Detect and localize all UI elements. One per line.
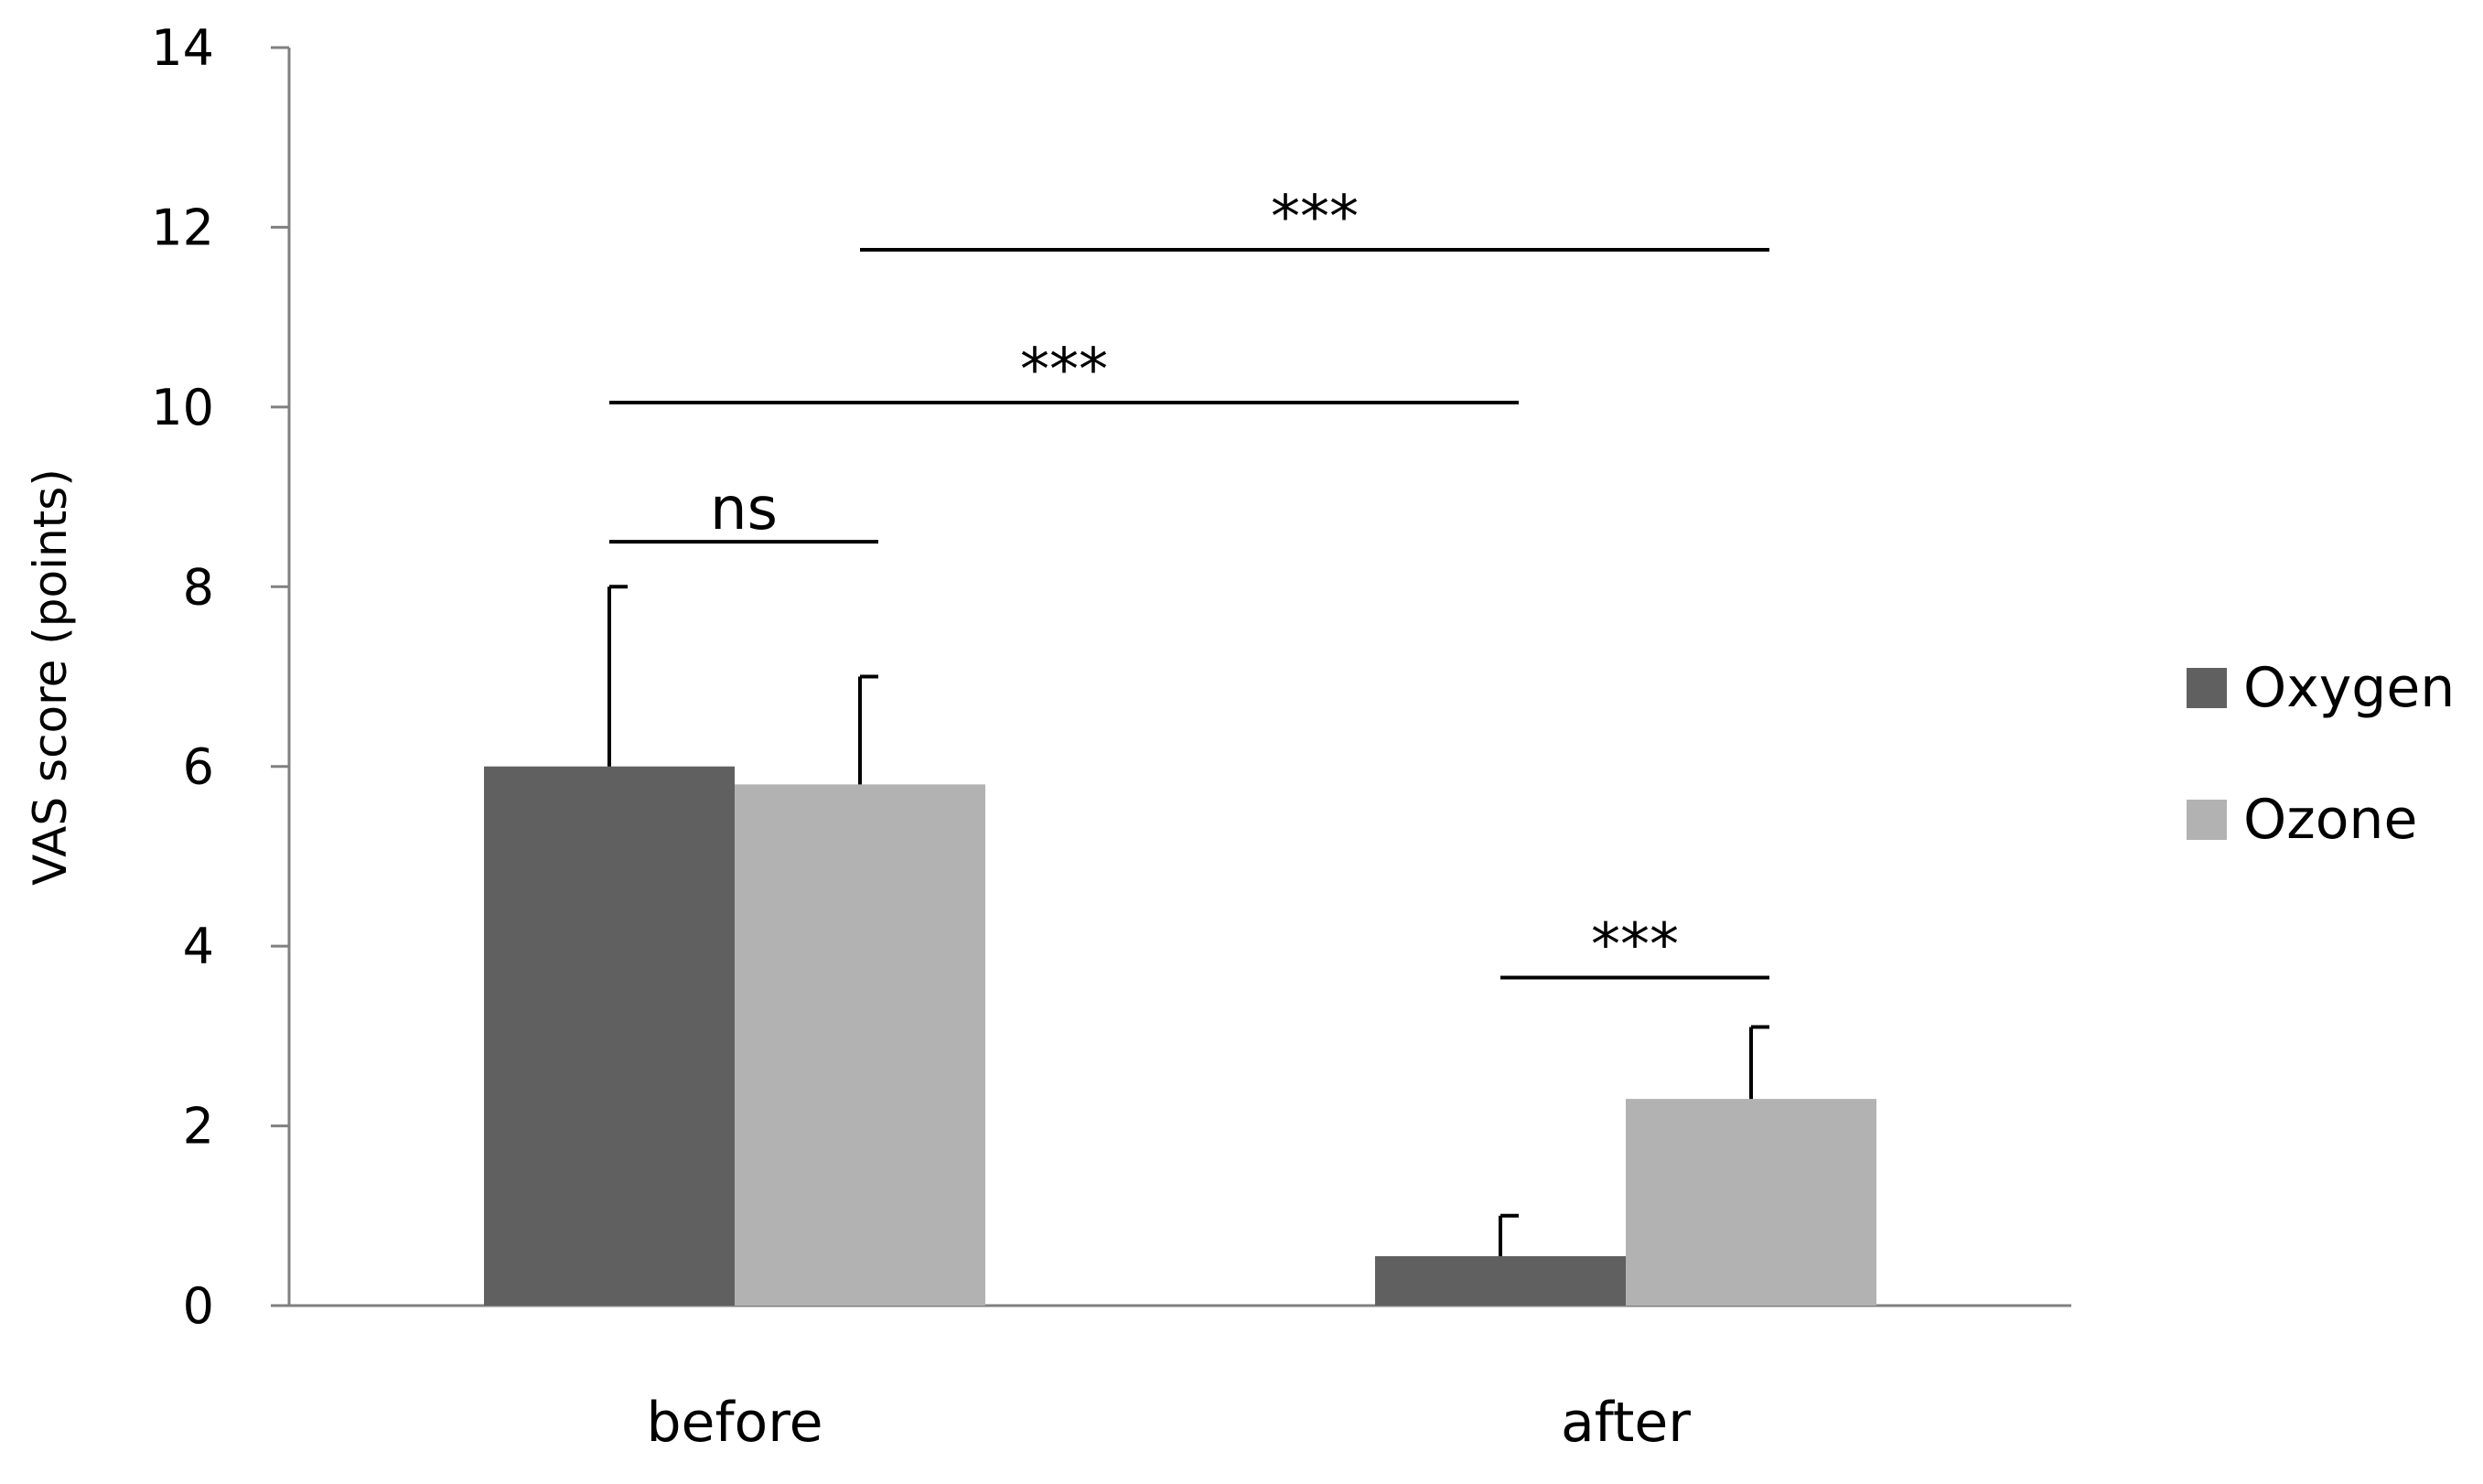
y-axis-title: VAS score (points) — [24, 468, 77, 886]
legend-swatch — [2187, 800, 2227, 840]
y-tick-label: 14 — [151, 19, 214, 77]
y-ticks: 0 2 4 6 8 10 12 14 — [151, 19, 289, 1335]
y-tick-label: 10 — [151, 379, 214, 436]
y-tick-label: 6 — [183, 738, 214, 796]
significance-label: *** — [1020, 337, 1108, 404]
y-tick-label: 4 — [183, 918, 214, 975]
y-tick-label: 12 — [151, 199, 214, 256]
legend: Oxygen Ozone — [2187, 656, 2455, 852]
significance-label: *** — [1271, 184, 1359, 252]
significance-label: ns — [710, 476, 778, 543]
significance-markers: ns *** *** *** — [609, 184, 1769, 980]
error-bars — [607, 585, 1769, 1256]
bar — [484, 766, 735, 1306]
category-label: after — [1561, 1391, 1691, 1455]
legend-swatch — [2187, 668, 2227, 708]
legend-label: Oxygen — [2243, 656, 2455, 720]
bars — [484, 766, 1876, 1306]
legend-label: Ozone — [2243, 788, 2417, 852]
significance-label: *** — [1591, 912, 1679, 980]
category-label: before — [646, 1391, 822, 1455]
y-tick-label: 8 — [183, 558, 214, 616]
bar — [1375, 1255, 1626, 1306]
bar — [1626, 1099, 1876, 1306]
bar — [735, 784, 985, 1306]
y-tick-label: 2 — [183, 1098, 214, 1156]
y-tick-label: 0 — [183, 1277, 214, 1335]
category-labels: before after — [646, 1391, 1691, 1455]
